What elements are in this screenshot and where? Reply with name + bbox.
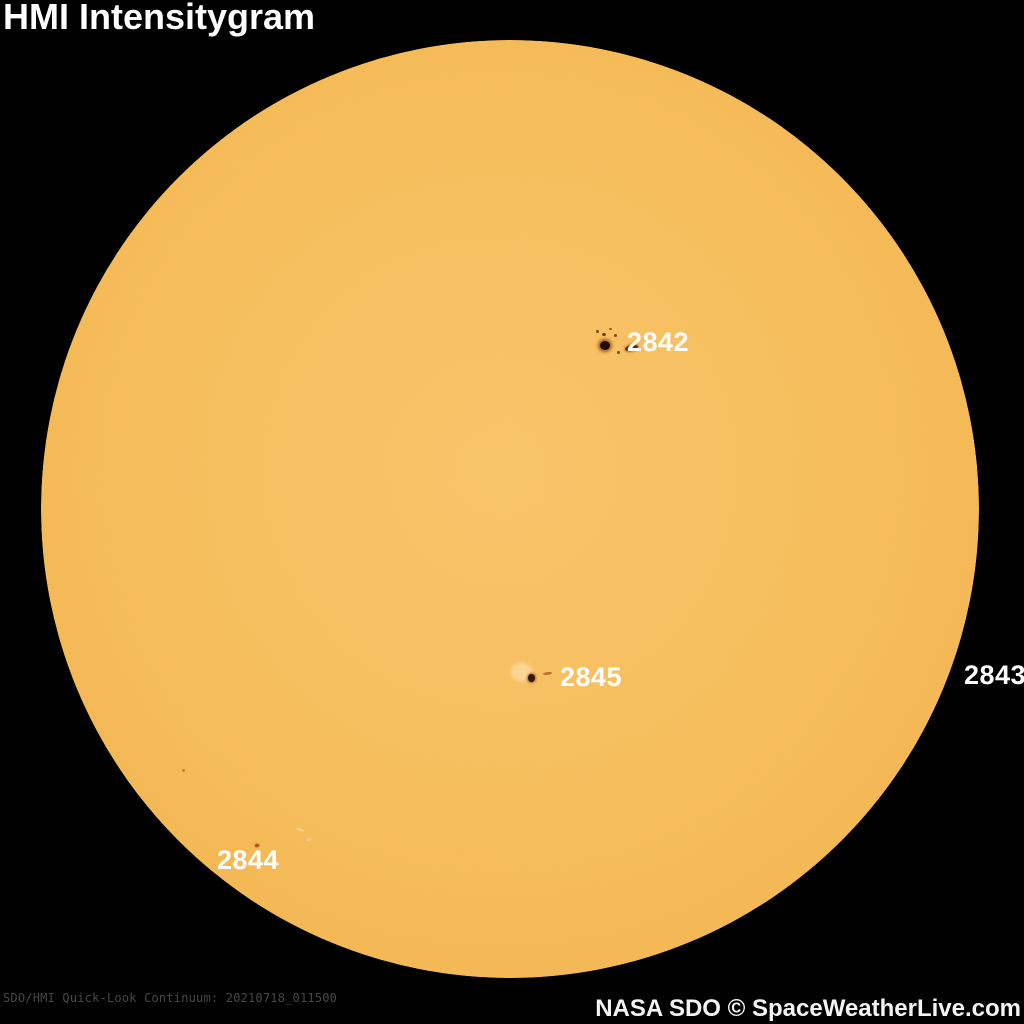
instrument-caption: SDO/HMI Quick-Look Continuum: 20210718_0… [3, 991, 338, 1005]
solar-disk-clip [41, 40, 979, 978]
granulation-texture [41, 40, 979, 978]
credit-text: NASA SDO © SpaceWeatherLive.com [595, 995, 1021, 1022]
page-title: HMI Intensitygram [3, 0, 316, 37]
